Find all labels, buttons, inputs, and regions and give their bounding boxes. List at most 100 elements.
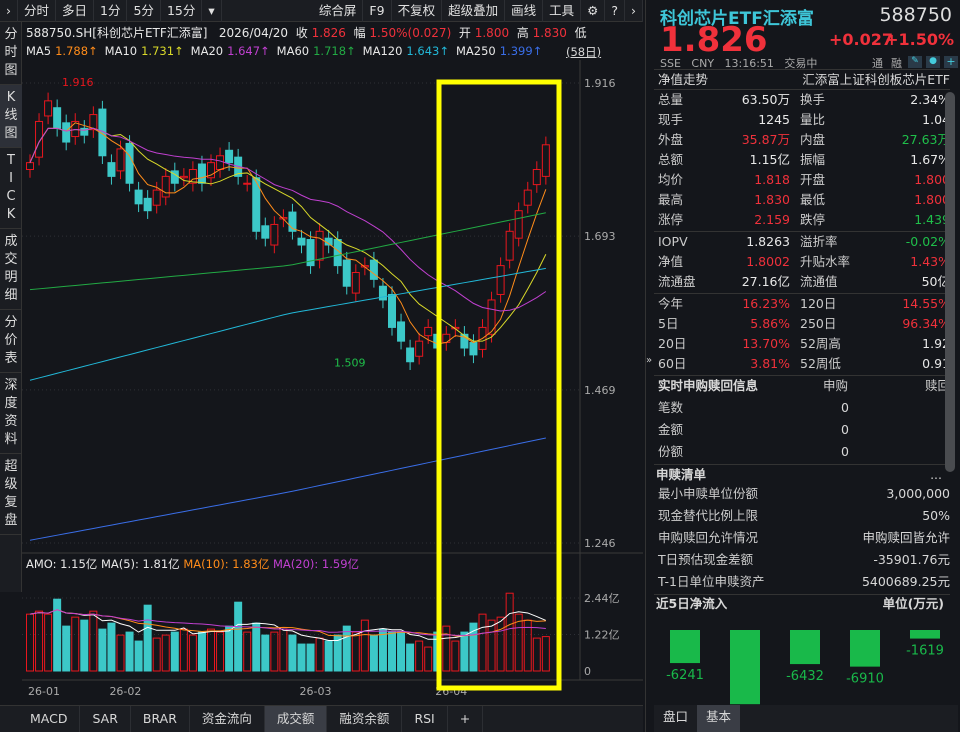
vtab-price-table[interactable]: 分 价 表 [0,310,22,373]
volume-bar [442,625,451,672]
candle [179,175,188,179]
candle [496,265,505,295]
volume-bar [35,610,44,672]
indicator-tab[interactable]: RSI [402,706,448,732]
quote-value: 27.63万 [901,132,950,147]
quote-label: 换手 [800,92,826,107]
vtab-intraday[interactable]: 分 时 图 [0,22,22,85]
nav-trend-label[interactable]: 净值走势 [658,72,709,87]
sub-value: 0 [841,444,849,459]
candle [261,225,270,239]
ma250-line [29,437,546,541]
vtab-tick[interactable]: T I C K [0,148,22,229]
quote-value: 27.16亿 [741,274,790,289]
quote-value: 1.8002 [746,254,790,269]
quote-label: 52周低 [800,356,841,371]
quote-value: 2.34% [910,92,950,107]
indicator-tab[interactable]: BRAR [131,706,190,732]
period-count[interactable]: (58日) [566,45,602,59]
candle [388,293,396,328]
date-tick: 26-03 [300,685,332,698]
scrollbar[interactable] [945,92,955,472]
overlay-button[interactable]: 超级叠加 [442,0,506,22]
quote-value: 1.439 [914,212,950,227]
vtab-deep-data[interactable]: 深 度 资 料 [0,373,22,454]
quote-value: 1.8263 [746,234,790,249]
list-row: T日预估现金差额 -35901.76元 [658,550,950,570]
indicator-tab[interactable]: 融资余额 [327,706,403,732]
kline-chart[interactable]: 1.916 1.693 1.469 1.246 1.916 1.509 2.44亿 1.22亿… [0,0,643,705]
collapse-icon[interactable]: › [0,0,18,22]
panel-tab[interactable]: 盘口 [663,709,689,724]
quote-panel: 科创芯片ETF汇添富 588750 1.826 +0.027 +1.50% SS… [645,0,960,732]
security-name: 科创芯片ETF汇添富 [660,9,814,29]
quote-label: 总额 [658,152,684,167]
candle [98,108,107,157]
tab-intraday[interactable]: 分时 [18,0,57,22]
volume-bar [216,631,225,672]
draw-line-button[interactable]: 画线 [505,0,544,22]
volume-bar [424,646,433,672]
indicator-tab[interactable]: 资金流向 [190,706,265,732]
list-row: 最小申赎单位份额 3,000,000 [658,484,950,504]
sub-row: 金额 0 [658,420,950,440]
candle [207,162,215,179]
vol-ma10: MA(10): 1.83亿 [183,557,270,571]
chevron-right-icon[interactable]: › [625,0,643,22]
period-dropdown-icon[interactable]: ▾ [202,0,222,22]
tab-15min[interactable]: 15分 [161,0,203,22]
no-adjust-button[interactable]: 不复权 [392,0,443,22]
tab-1min[interactable]: 1分 [94,0,128,22]
panel-tab[interactable]: 基本 [697,705,741,732]
quote-value: 1.92 [922,336,950,351]
nav-trend-row[interactable]: 净值走势 汇添富上证科创板芯片ETF [658,70,950,90]
candle [487,299,496,335]
add-icon[interactable]: + [944,56,958,68]
tab-5min[interactable]: 5分 [127,0,161,22]
quote-row: 现手 1245 量比 1.04 [658,110,950,130]
quote-row: 涨停 2.159 跌停 1.439 [658,210,950,230]
vtab-review[interactable]: 超 级 复 盘 [0,454,22,535]
tools-button[interactable]: 工具 [543,0,582,22]
candle [188,169,197,184]
composite-screen-button[interactable]: 综合屏 [313,0,364,22]
quote-value: 63.50万 [741,92,790,107]
indicator-tab[interactable]: SAR [80,706,131,732]
tab-multiday[interactable]: 多日 [56,0,95,22]
bell-icon[interactable]: ● [926,56,940,68]
toolbar: › 分时 多日 1分 5分 15分 ▾ 综合屏 F9 不复权 超级叠加 画线 工… [0,0,643,22]
volume-bar [71,616,80,672]
ma5-line [29,122,547,345]
quote-value: 50亿 [921,274,950,289]
volume-bar [234,601,243,672]
ma-label: MA20 [190,44,224,58]
net-inflow-chart: -6241 -6432 -6910 -1619 [666,630,944,705]
sub-label: 份额 [658,444,684,459]
quote-value: 1.800 [914,192,950,207]
quote-label: 涨停 [658,212,684,227]
quote-label: 5日 [658,316,679,331]
f9-button[interactable]: F9 [363,0,392,22]
gear-icon[interactable]: ⚙ [581,0,606,22]
expand-icon[interactable]: » [646,355,653,366]
volume-bar [505,592,514,672]
flow-unit: 单位(万元) [882,596,944,611]
volume-bar [415,640,424,672]
list-value: 3,000,000 [886,486,950,501]
candle [161,175,170,198]
price-change: +0.027 [829,30,894,49]
help-icon[interactable]: ? [605,0,625,22]
ma120-line [29,267,546,381]
vtab-trade-detail[interactable]: 成 交 明 细 [0,229,22,310]
edit-icon[interactable]: ✎ [908,56,922,68]
highlight-rect [436,79,562,691]
indicator-tab[interactable]: MACD [0,706,81,732]
vtab-kline[interactable]: K 线 图 [0,85,22,148]
ma-value: 1.731↑ [141,44,184,58]
indicator-tab[interactable]: + [448,706,484,732]
more-icon[interactable]: ... [930,467,942,482]
candle [288,211,297,232]
quote-value: 2.159 [754,212,790,227]
volume-bar [143,604,152,672]
indicator-tab[interactable]: 成交额 [264,706,328,732]
